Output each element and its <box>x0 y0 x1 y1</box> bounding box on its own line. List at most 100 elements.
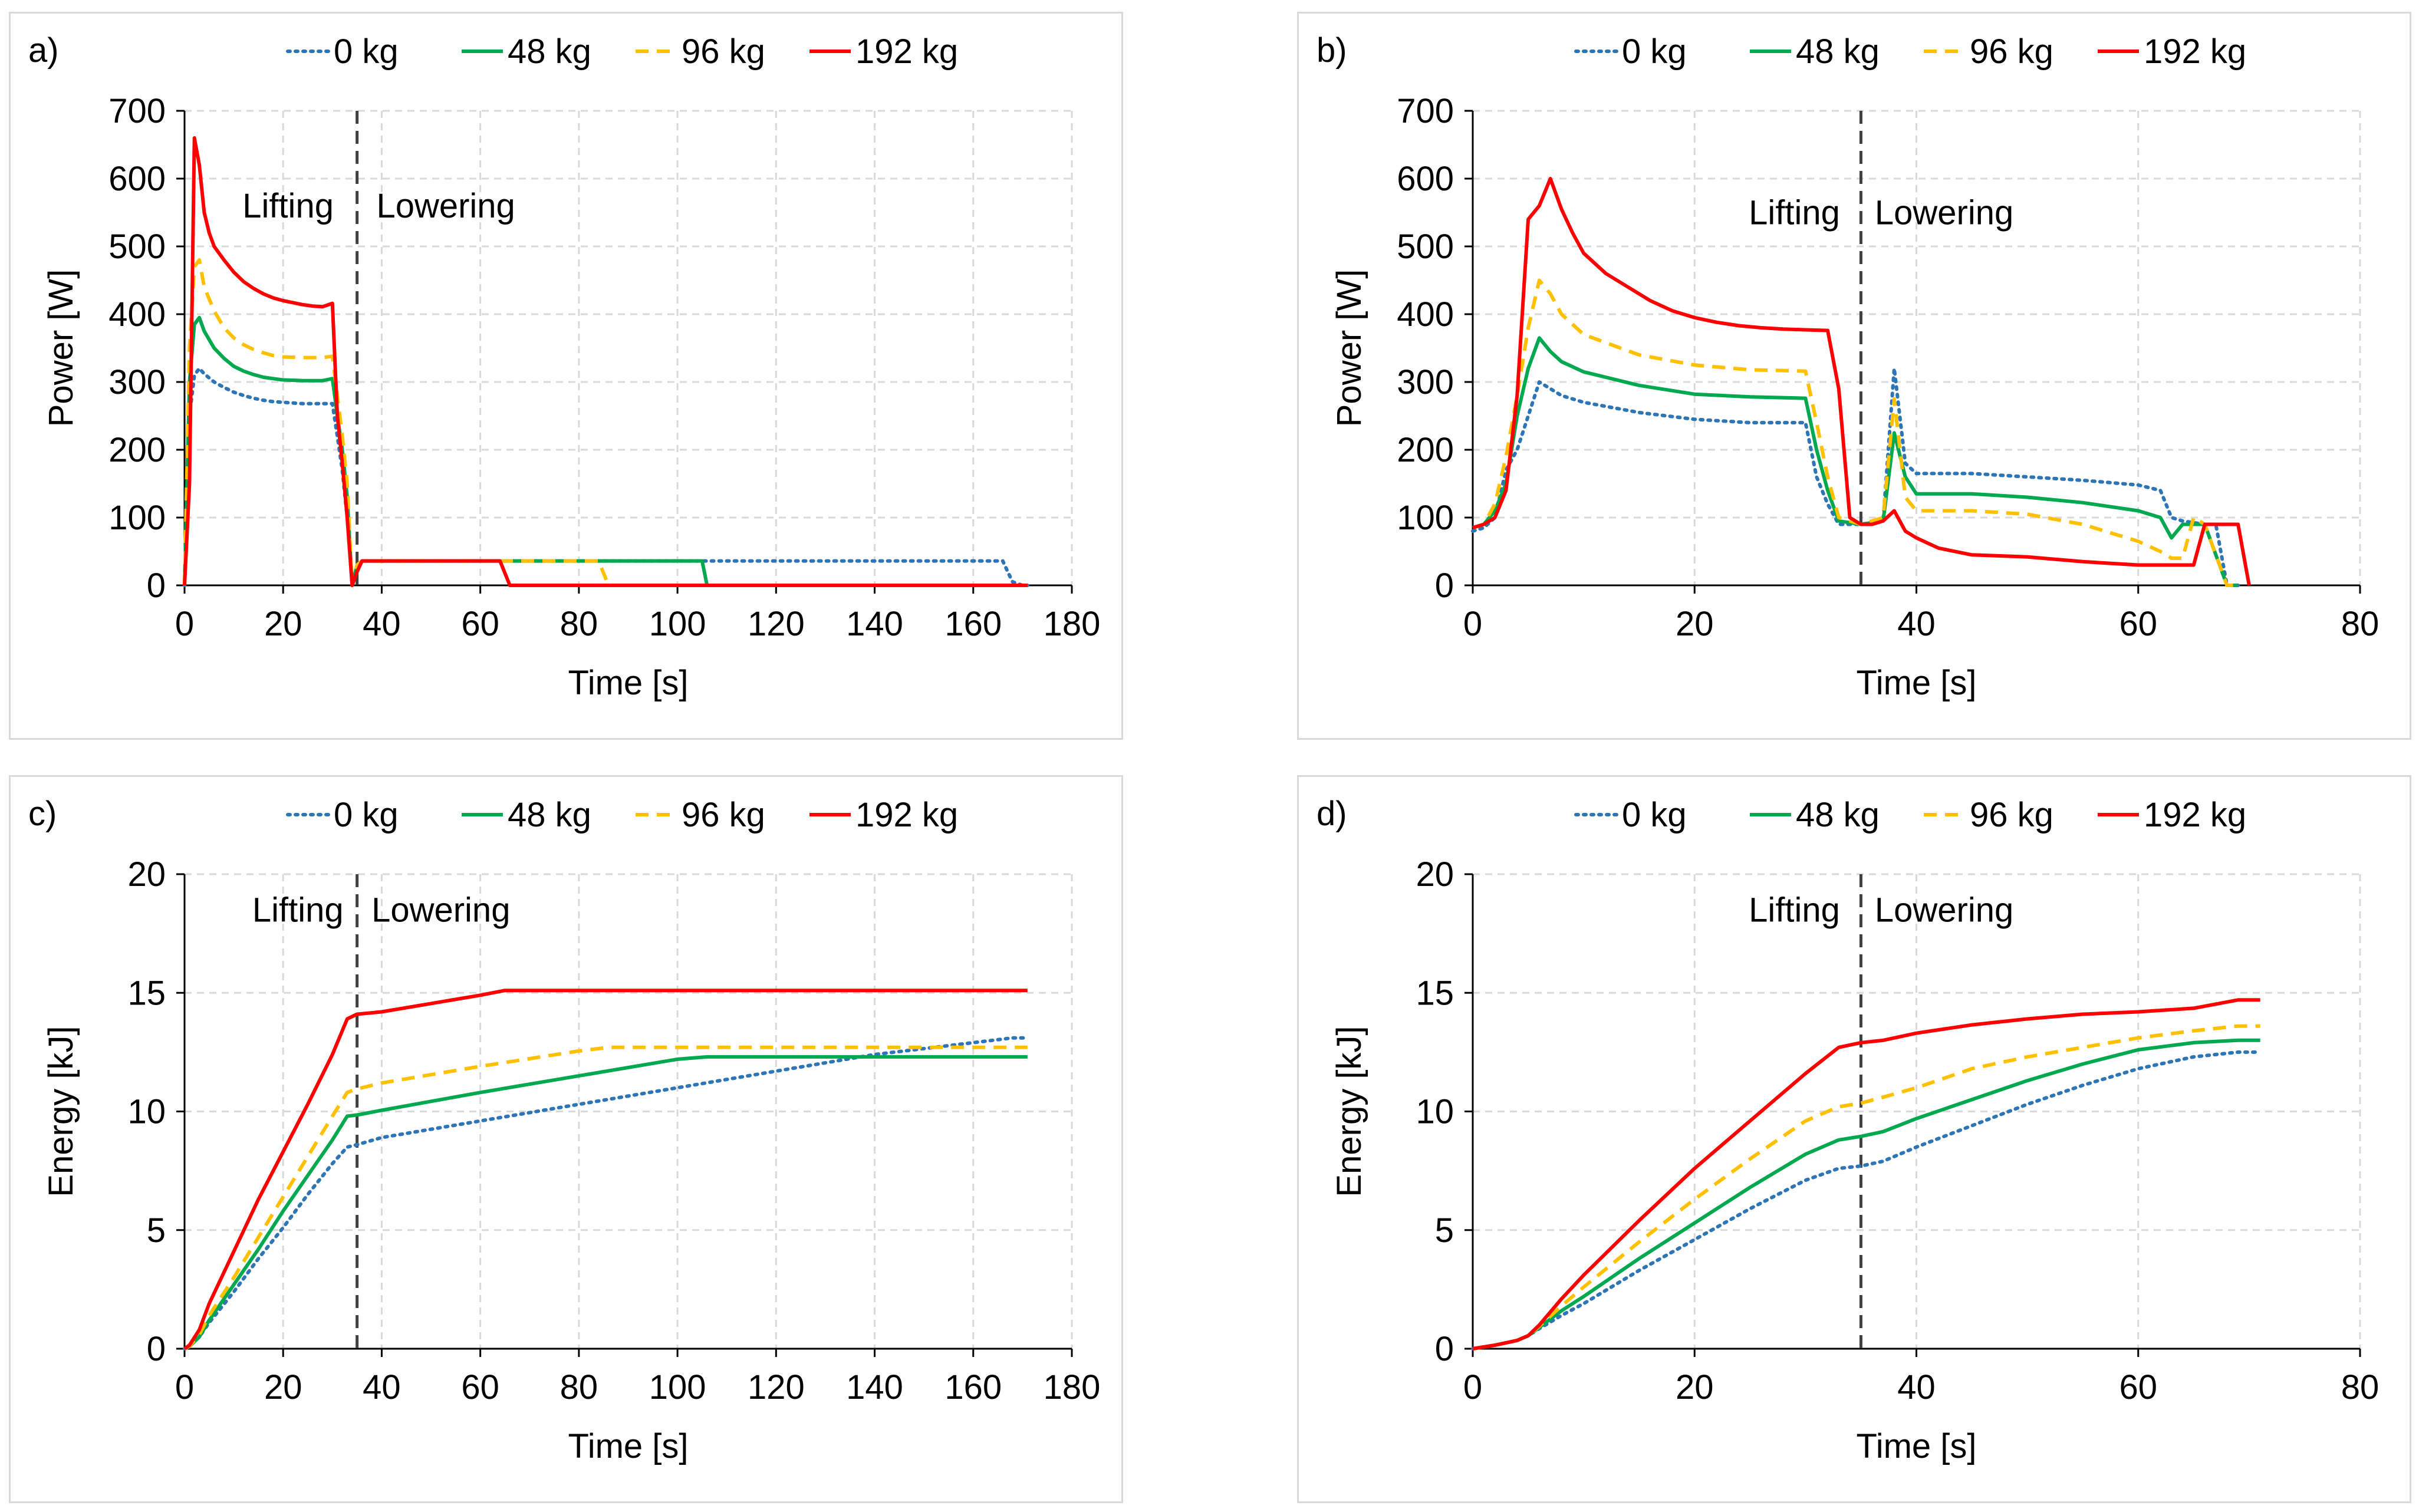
y-tick-label: 400 <box>108 295 166 334</box>
y-axis-title: Energy [kJ] <box>1330 1026 1368 1197</box>
series-line-96-kg <box>183 258 1028 587</box>
x-tick-label: 140 <box>846 1368 903 1406</box>
legend-label: 48 kg <box>1796 796 1880 834</box>
gridlines <box>1473 110 2361 585</box>
y-tick-label: 10 <box>1416 1093 1454 1131</box>
legend-label: 96 kg <box>1970 32 2053 71</box>
annotation-lifting: Lifting <box>242 187 334 225</box>
y-tick-label: 300 <box>1397 363 1454 401</box>
gridlines <box>185 110 1073 585</box>
x-tick-label: 60 <box>2119 1368 2157 1406</box>
x-tick-label: 100 <box>649 1368 706 1406</box>
x-tick-label: 80 <box>560 605 598 643</box>
x-tick-label: 160 <box>944 1368 1002 1406</box>
legend: 0 kg 48 kg 96 kg 192 kg <box>1574 796 2246 834</box>
y-tick-label: 200 <box>1397 431 1454 469</box>
y-tick-label: 15 <box>1416 974 1454 1012</box>
legend: 0 kg 48 kg 96 kg 192 kg <box>286 796 958 834</box>
x-tick-label: 180 <box>1044 1368 1101 1406</box>
x-tick-label: 120 <box>748 1368 805 1406</box>
series-line-48-kg <box>1472 1038 2260 1350</box>
x-tick-label: 40 <box>363 605 401 643</box>
chart-svg-a: 0 20 40 60 80 100 120 140 160 180 0 100 200 300 400 500… <box>28 31 1101 702</box>
x-tick-label: 0 <box>1463 605 1482 643</box>
legend-label: 0 kg <box>334 796 399 834</box>
y-tick-label: 600 <box>1397 160 1454 198</box>
y-axis-title: Power [W] <box>1330 269 1368 427</box>
y-tick-label: 10 <box>127 1093 166 1131</box>
chart-svg-c: 0 20 40 60 80 100 120 140 160 180 0 5 10 15 20 Time [s]… <box>28 795 1101 1465</box>
y-tick-label: 700 <box>108 92 166 130</box>
legend-label: 48 kg <box>1796 32 1880 71</box>
chart-svg-d: 0 20 40 60 80 0 5 10 15 20 Time [s] Energy [kJ] d) 0 … <box>1317 795 2379 1465</box>
y-tick-label: 20 <box>1416 855 1454 894</box>
legend-label: 0 kg <box>1622 796 1687 834</box>
legend-label: 96 kg <box>1970 796 2053 834</box>
series-line-0-kg <box>1471 367 2240 587</box>
legend-label: 0 kg <box>1622 32 1687 71</box>
y-tick-label: 0 <box>147 1330 166 1368</box>
y-axis-title: Energy [kJ] <box>42 1026 80 1197</box>
x-tick-label: 20 <box>1676 605 1714 643</box>
series-line-48-kg <box>1472 336 2239 587</box>
legend-label: 96 kg <box>682 796 765 834</box>
panel-label: c) <box>28 795 57 833</box>
x-axis-title: Time [s] <box>568 1427 688 1465</box>
y-tick-label: 0 <box>147 566 166 605</box>
series-line-48-kg <box>183 1055 1028 1350</box>
x-axis-title: Time [s] <box>568 664 688 702</box>
y-tick-label: 100 <box>108 499 166 537</box>
annotation-lowering: Lowering <box>376 187 515 225</box>
annotation-lowering: Lowering <box>1875 194 2013 232</box>
annotation-lifting: Lifting <box>1749 194 1840 232</box>
x-tick-label: 80 <box>2341 605 2379 643</box>
x-tick-label: 140 <box>846 605 903 643</box>
x-tick-label: 0 <box>175 1368 194 1406</box>
y-tick-label: 0 <box>1435 566 1454 605</box>
x-tick-label: 40 <box>1897 1368 1936 1406</box>
x-tick-label: 60 <box>2119 605 2157 643</box>
x-tick-label: 180 <box>1044 605 1101 643</box>
y-tick-label: 20 <box>127 855 166 894</box>
x-tick-label: 60 <box>461 1368 499 1406</box>
series-line-0-kg <box>183 1036 1029 1350</box>
x-tick-label: 80 <box>560 1368 598 1406</box>
x-tick-label: 80 <box>2341 1368 2379 1406</box>
x-axis-title: Time [s] <box>1856 1427 1976 1465</box>
annotation-lowering: Lowering <box>1875 891 2013 929</box>
chart-panel-d: 0 20 40 60 80 0 5 10 15 20 Time [s] Energy [kJ] d) 0 … <box>1297 775 2411 1503</box>
legend-label: 96 kg <box>682 32 765 71</box>
y-tick-label: 100 <box>1397 499 1454 537</box>
chart-panel-c: 0 20 40 60 80 100 120 140 160 180 0 5 10 15 20 Time [s]… <box>9 775 1123 1503</box>
x-tick-label: 20 <box>264 605 302 643</box>
legend-label: 192 kg <box>2144 32 2246 71</box>
legend-label: 192 kg <box>855 796 958 834</box>
series-line-192-kg <box>1472 998 2260 1350</box>
panel-label: b) <box>1317 31 1347 70</box>
panel-label: a) <box>28 31 59 70</box>
series-line-0-kg <box>183 367 1029 587</box>
x-tick-label: 120 <box>748 605 805 643</box>
legend-label: 0 kg <box>334 32 399 71</box>
panel-label: d) <box>1317 795 1347 833</box>
x-tick-label: 20 <box>264 1368 302 1406</box>
series-line-192-kg <box>183 136 1028 587</box>
x-tick-label: 40 <box>363 1368 401 1406</box>
chart-svg-b: 0 20 40 60 80 0 100 200 300 400 500 600 700 Time [s] P… <box>1317 31 2379 702</box>
y-tick-label: 600 <box>108 160 166 198</box>
series-line-192-kg <box>1472 177 2251 586</box>
annotation-lifting: Lifting <box>1749 891 1840 929</box>
chart-panel-a: 0 20 40 60 80 100 120 140 160 180 0 100 200 300 400 500… <box>9 12 1123 740</box>
chart-panel-b: 0 20 40 60 80 0 100 200 300 400 500 600 700 Time [s] P… <box>1297 12 2411 740</box>
y-tick-label: 15 <box>127 974 166 1012</box>
x-tick-label: 160 <box>944 605 1002 643</box>
y-tick-label: 5 <box>147 1211 166 1250</box>
x-tick-label: 60 <box>461 605 499 643</box>
y-tick-label: 700 <box>1397 92 1454 130</box>
legend-label: 48 kg <box>508 796 591 834</box>
legend: 0 kg 48 kg 96 kg 192 kg <box>286 32 958 71</box>
legend-label: 192 kg <box>2144 796 2246 834</box>
y-axis-title: Power [W] <box>42 269 80 427</box>
x-tick-label: 20 <box>1676 1368 1714 1406</box>
x-tick-label: 0 <box>175 605 194 643</box>
